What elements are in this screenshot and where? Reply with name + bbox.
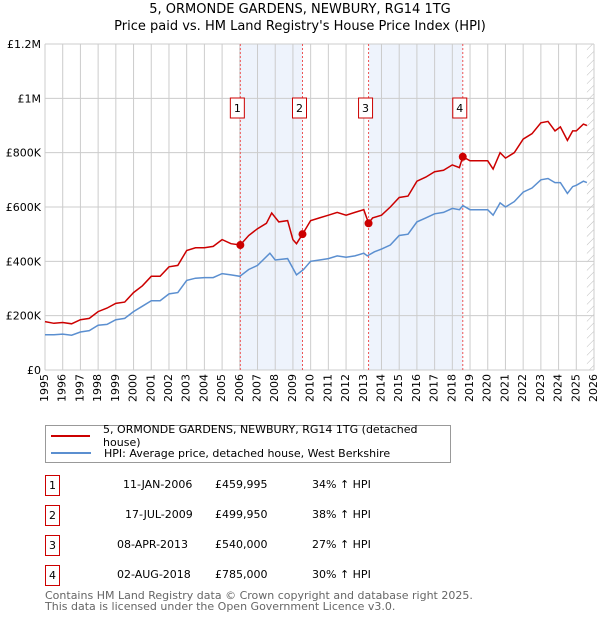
x-tick-label: 2015 bbox=[392, 374, 405, 402]
x-tick-label: 2024 bbox=[552, 374, 565, 402]
x-tick-label: 2016 bbox=[410, 374, 423, 402]
y-tick-label: £1.2M bbox=[7, 38, 41, 51]
sale-hpi-diff: 34% ↑ HPI bbox=[312, 478, 371, 491]
x-tick-label: 2000 bbox=[127, 374, 140, 402]
legend-swatch-hpi bbox=[51, 452, 91, 454]
sale-number: 3 bbox=[45, 535, 60, 556]
sale-row: 2 17-JUL-2009 £499,950 38% ↑ HPI bbox=[45, 505, 465, 526]
legend-swatch-property bbox=[51, 435, 91, 437]
x-tick-label: 2023 bbox=[534, 374, 547, 402]
sale-label: 1 bbox=[234, 102, 241, 115]
sale-date: 08-APR-2013 bbox=[117, 538, 189, 551]
x-tick-label: 1997 bbox=[73, 374, 86, 402]
sale-point bbox=[236, 241, 245, 250]
x-tick-label: 2013 bbox=[357, 374, 370, 402]
sale-row: 4 02-AUG-2018 £785,000 30% ↑ HPI bbox=[45, 565, 465, 586]
y-tick-label: £200K bbox=[6, 310, 42, 323]
sale-date: 02-AUG-2018 bbox=[117, 568, 191, 581]
property-price-line bbox=[44, 120, 588, 325]
y-tick-label: £800K bbox=[6, 147, 42, 160]
x-tick-label: 1999 bbox=[109, 374, 122, 402]
sale-label: 4 bbox=[456, 102, 463, 115]
sale-price: £785,000 bbox=[215, 568, 268, 581]
sale-number: 1 bbox=[45, 475, 60, 496]
x-tick-label: 2017 bbox=[428, 374, 441, 402]
x-tick-label: 2018 bbox=[445, 374, 458, 402]
y-tick-label: £600K bbox=[6, 201, 42, 214]
sale-date: 11-JAN-2006 bbox=[123, 478, 193, 491]
sale-hpi-diff: 30% ↑ HPI bbox=[312, 568, 371, 581]
legend-item-property: 5, ORMONDE GARDENS, NEWBURY, RG14 1TG (d… bbox=[51, 423, 450, 449]
x-tick-label: 2014 bbox=[374, 374, 387, 402]
x-tick-label: 2005 bbox=[215, 374, 228, 402]
x-tick-label: 2004 bbox=[197, 374, 210, 402]
sale-price: £459,995 bbox=[215, 478, 268, 491]
sale-row: 1 11-JAN-2006 £459,995 34% ↑ HPI bbox=[45, 475, 465, 496]
sale-label: 2 bbox=[296, 102, 303, 115]
x-tick-label: 2010 bbox=[304, 374, 317, 402]
x-tick-label: 2019 bbox=[463, 374, 476, 402]
sale-label-box bbox=[452, 97, 468, 119]
x-tick-label: 2011 bbox=[321, 374, 334, 402]
x-tick-label: 2025 bbox=[569, 374, 582, 402]
sale-point bbox=[364, 219, 373, 228]
y-tick-label: £400K bbox=[6, 255, 42, 268]
sale-label-box bbox=[291, 97, 307, 119]
x-tick-label: 2006 bbox=[233, 374, 246, 402]
sale-price: £540,000 bbox=[215, 538, 268, 551]
y-tick-label: £1M bbox=[18, 92, 42, 105]
sale-label-box bbox=[229, 97, 245, 119]
sale-label: 3 bbox=[362, 102, 369, 115]
x-tick-label: 2007 bbox=[251, 374, 264, 402]
sale-point bbox=[298, 230, 307, 239]
sale-number: 4 bbox=[45, 565, 60, 586]
chart-title: 5, ORMONDE GARDENS, NEWBURY, RG14 1TG bbox=[149, 2, 451, 17]
sale-label-box bbox=[358, 97, 374, 119]
x-tick-label: 2001 bbox=[144, 374, 157, 402]
y-tick-label: £0 bbox=[27, 364, 41, 377]
legend: 5, ORMONDE GARDENS, NEWBURY, RG14 1TG (d… bbox=[45, 423, 451, 463]
legend-item-hpi: HPI: Average price, detached house, West… bbox=[51, 445, 390, 461]
sale-point bbox=[458, 152, 467, 161]
x-tick-label: 2003 bbox=[180, 374, 193, 402]
legend-label-property: 5, ORMONDE GARDENS, NEWBURY, RG14 1TG (d… bbox=[103, 423, 418, 449]
x-tick-label: 2021 bbox=[498, 374, 511, 402]
chart-subtitle: Price paid vs. HM Land Registry's House … bbox=[114, 19, 486, 34]
x-tick-label: 2009 bbox=[286, 374, 299, 402]
hpi-line bbox=[45, 177, 588, 336]
x-tick-label: 2020 bbox=[481, 374, 494, 402]
sale-hpi-diff: 38% ↑ HPI bbox=[312, 508, 371, 521]
x-tick-label: 2008 bbox=[268, 374, 281, 402]
footer-licence: This data is licensed under the Open Gov… bbox=[45, 600, 396, 613]
sale-row: 3 08-APR-2013 £540,000 27% ↑ HPI bbox=[45, 535, 465, 556]
sale-hpi-diff: 27% ↑ HPI bbox=[312, 538, 371, 551]
x-tick-label: 2022 bbox=[516, 374, 529, 402]
footer-copyright: Contains HM Land Registry data © Crown c… bbox=[45, 589, 473, 602]
x-tick-label: 1998 bbox=[91, 374, 104, 402]
sale-price: £499,950 bbox=[215, 508, 268, 521]
x-tick-label: 1995 bbox=[38, 374, 51, 402]
x-tick-label: 1996 bbox=[56, 374, 69, 402]
chart: 1995 1996 1997 1998 1999 2000 2001 2002 2003 2004… bbox=[6, 38, 600, 402]
legend-label-hpi: HPI: Average price, detached house, West… bbox=[104, 446, 391, 460]
x-tick-label: 2012 bbox=[339, 374, 352, 402]
sale-number: 2 bbox=[45, 505, 60, 526]
sale-date: 17-JUL-2009 bbox=[125, 508, 193, 521]
x-tick-label: 2002 bbox=[162, 374, 175, 402]
x-tick-label: 2026 bbox=[587, 374, 600, 402]
